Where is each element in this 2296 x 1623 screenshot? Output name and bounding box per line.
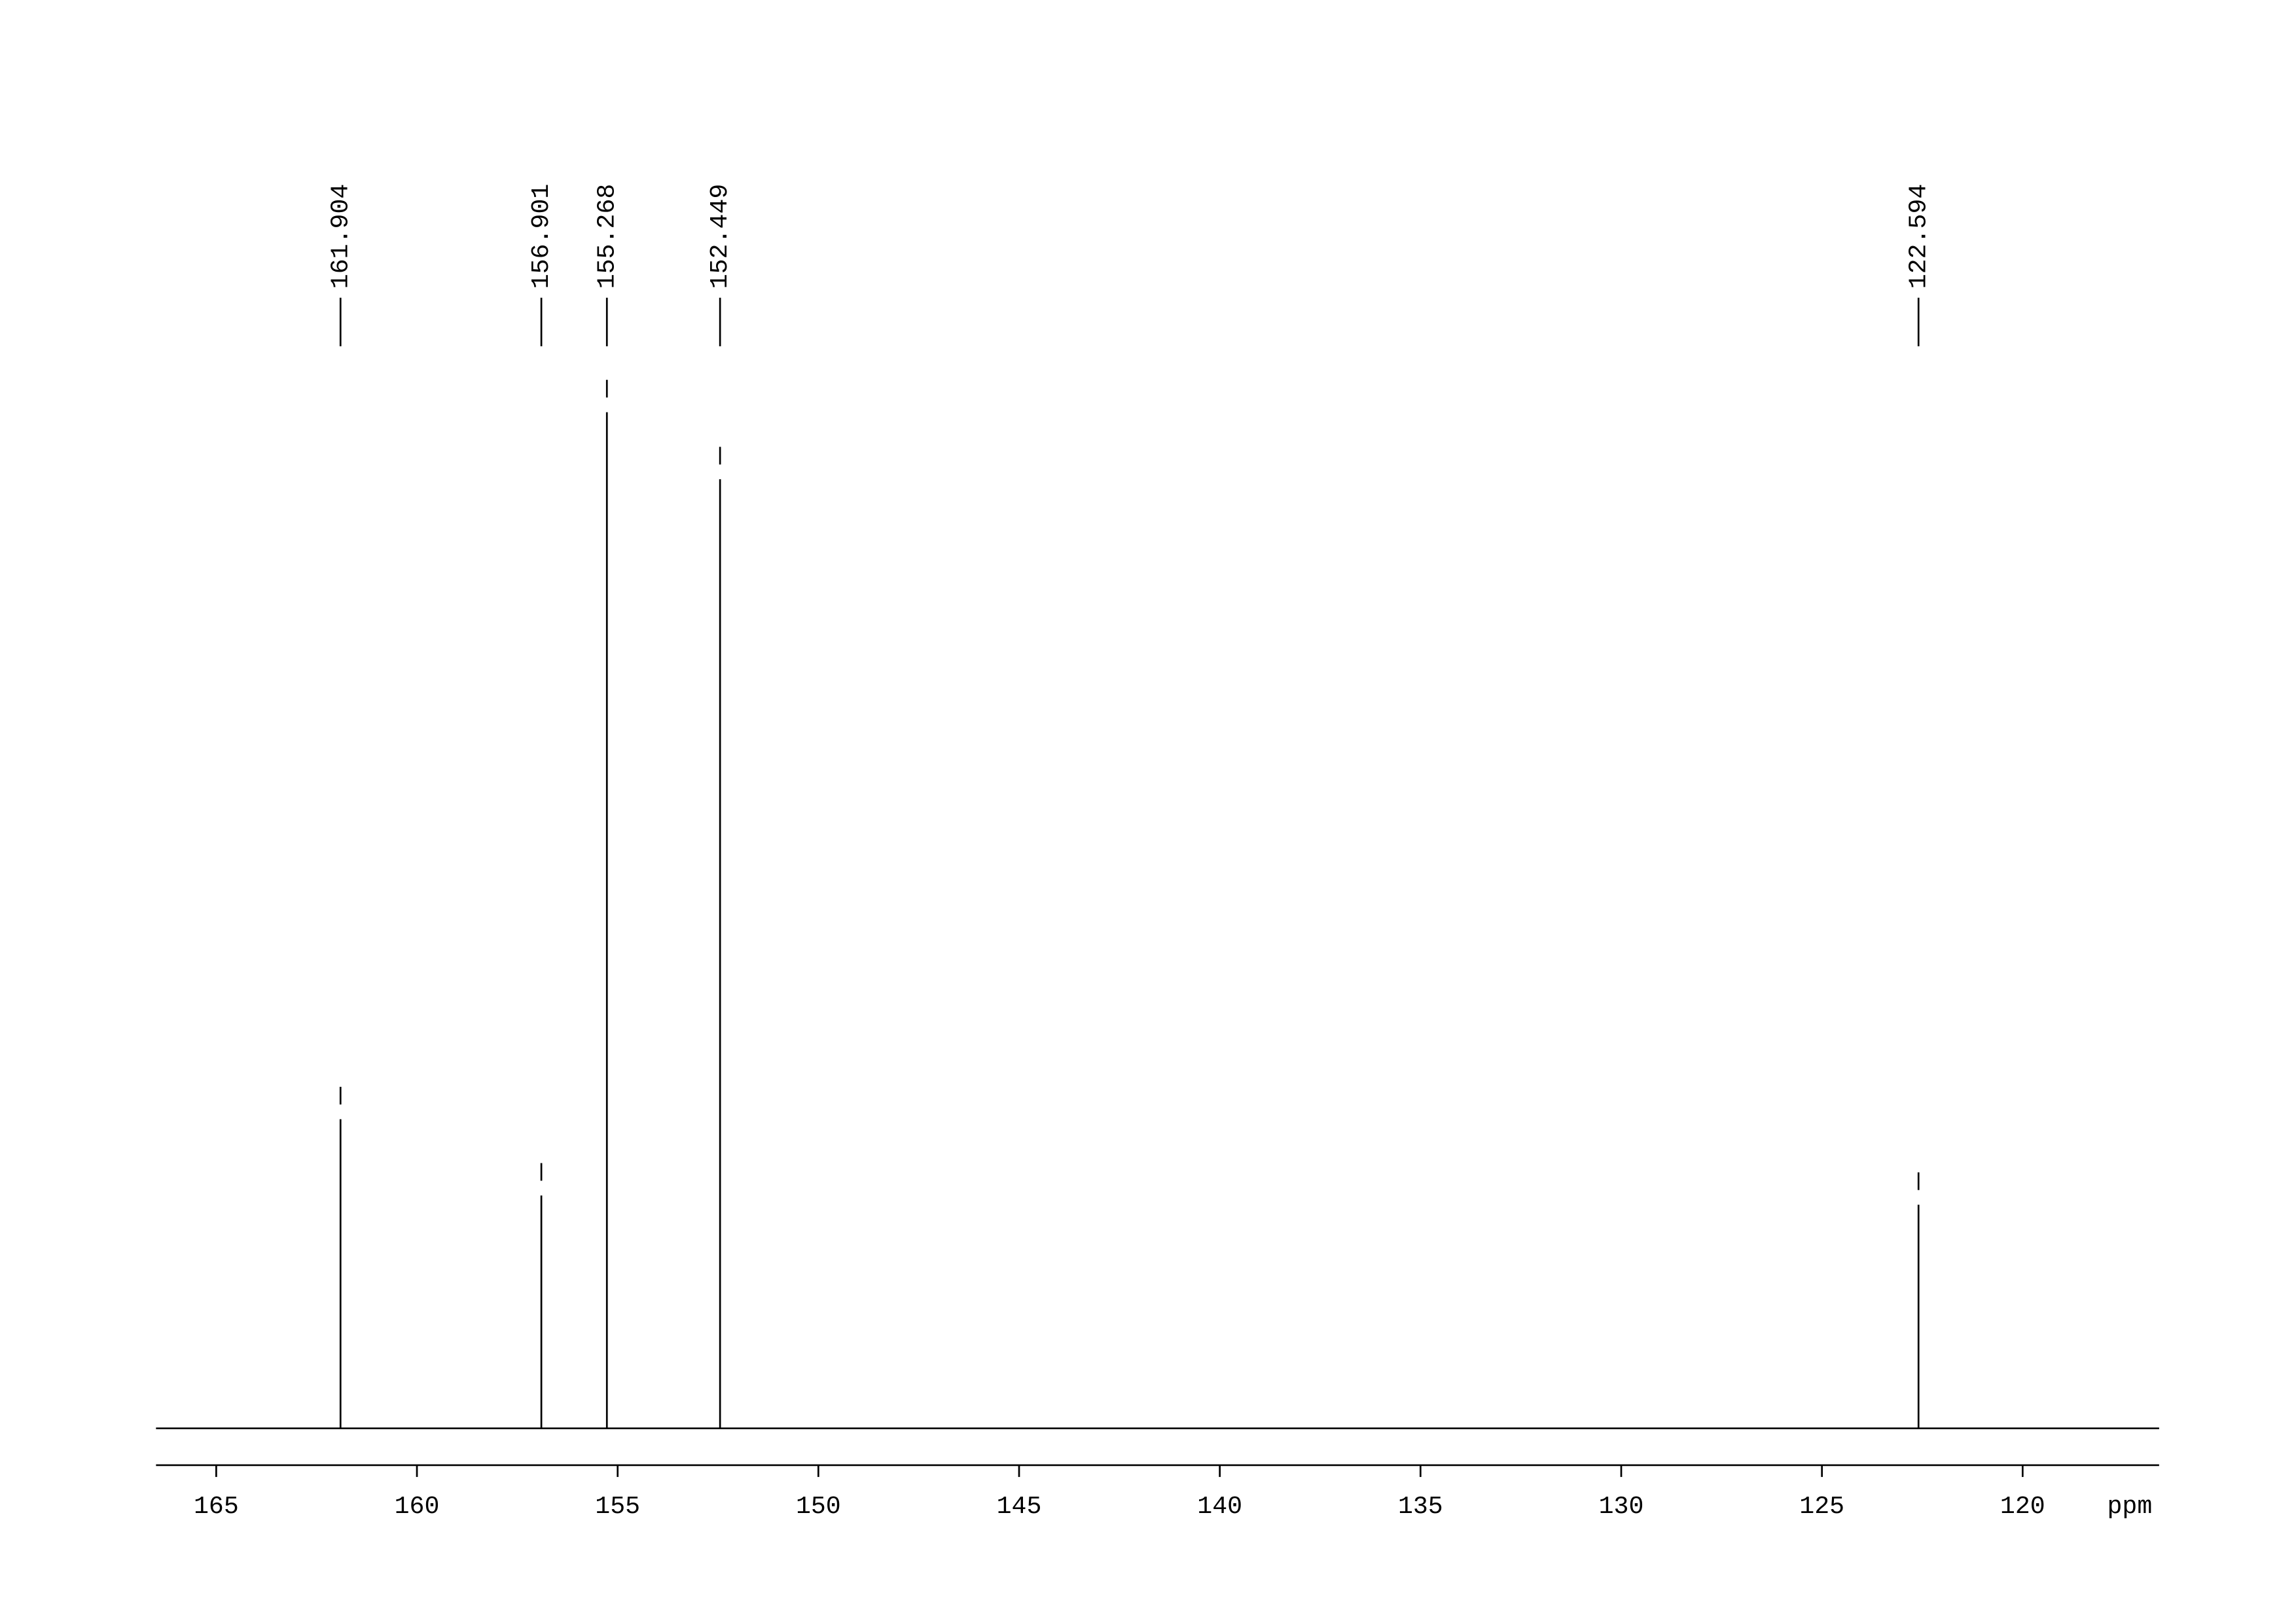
- x-axis-label: ppm: [2107, 1493, 2152, 1521]
- peak-label: 152.449: [706, 184, 734, 289]
- x-tick-label: 165: [194, 1493, 239, 1521]
- peak-label: 122.594: [1905, 184, 1933, 289]
- x-tick-label: 120: [2000, 1493, 2045, 1521]
- x-tick-label: 160: [395, 1493, 440, 1521]
- x-tick-label: 135: [1398, 1493, 1443, 1521]
- peak-label: 155.268: [593, 184, 621, 289]
- peak-label: 156.901: [528, 184, 556, 289]
- x-tick-label: 145: [997, 1493, 1042, 1521]
- peak-label: 161.904: [327, 184, 355, 289]
- x-tick-label: 150: [796, 1493, 841, 1521]
- x-tick-label: 140: [1197, 1493, 1242, 1521]
- x-tick-label: 125: [1799, 1493, 1844, 1521]
- x-tick-label: 130: [1599, 1493, 1644, 1521]
- x-tick-label: 155: [595, 1493, 640, 1521]
